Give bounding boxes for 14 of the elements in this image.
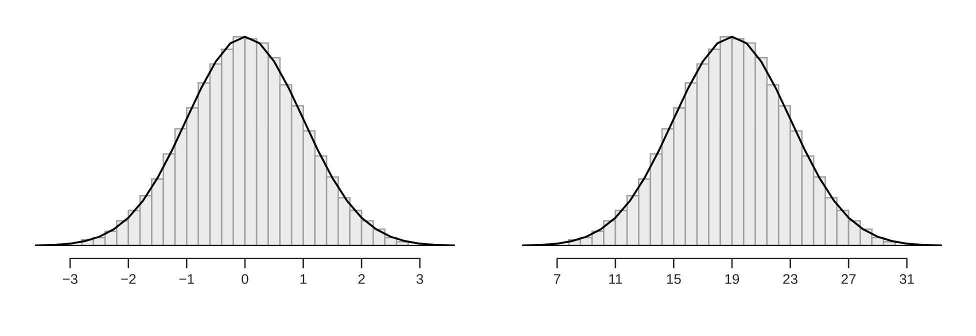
x-tick-label: 1	[300, 274, 306, 284]
x-tick-label: 15	[667, 274, 681, 284]
x-tick-label: −3	[62, 274, 78, 284]
x-tick-label: 19	[725, 274, 740, 284]
x-tick-label: −2	[121, 274, 136, 284]
x-tick-label: 11	[609, 274, 622, 284]
x-tick-label: 23	[783, 274, 798, 284]
x-tick-label: 27	[842, 274, 856, 284]
x-tick-label: 0	[242, 274, 248, 284]
x-tick-label: −1	[179, 274, 194, 284]
x-tick-label: 31	[900, 274, 914, 284]
x-tick-label: 2	[358, 274, 365, 284]
x-tick-label: 3	[416, 274, 424, 284]
x-tick-label: 7	[554, 274, 560, 284]
